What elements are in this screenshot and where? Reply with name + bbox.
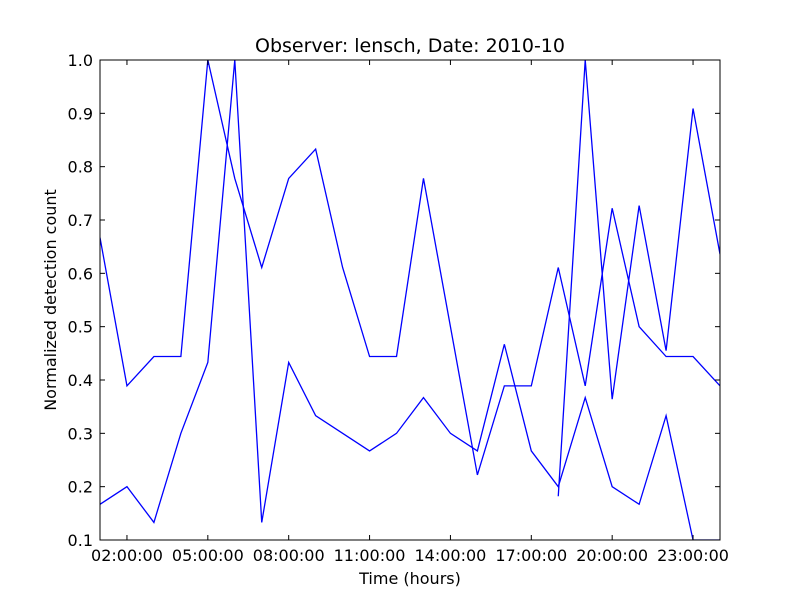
y-tick-label: 0.9: [68, 104, 93, 123]
x-tick-label: 08:00:00: [253, 546, 325, 565]
x-axis-title: Time (hours): [358, 569, 461, 588]
tick-layer: 02:00:00 05:00:00 08:00:00 11:00:00 14:00:00…: [68, 51, 729, 565]
plot-frame: [99, 59, 721, 541]
y-tick-label: 1.0: [68, 51, 93, 70]
y-tick-label: 0.5: [68, 318, 93, 337]
plot-area: [100, 60, 720, 540]
chart-title: Observer: lensch, Date: 2010-10: [255, 35, 565, 57]
series-line-2: [100, 60, 720, 540]
y-tick-label: 0.3: [68, 424, 93, 443]
x-tick-label: 11:00:00: [334, 546, 406, 565]
x-tick-label: 05:00:00: [172, 546, 244, 565]
y-tick-label: 0.6: [68, 264, 93, 283]
x-tick-label: 17:00:00: [495, 546, 567, 565]
y-tick-label: 0.1: [68, 531, 93, 550]
x-tick-label: 20:00:00: [576, 546, 648, 565]
y-tick-label: 0.7: [68, 211, 93, 230]
x-tick-label: 02:00:00: [91, 546, 163, 565]
series-layer: [100, 60, 720, 540]
series-line-1: [100, 60, 720, 476]
x-tick-label: 23:00:00: [657, 546, 729, 565]
y-axis-title: Normalized detection count: [41, 189, 60, 411]
y-tick-label: 0.2: [68, 478, 93, 497]
y-tick-label: 0.4: [68, 371, 93, 390]
x-tick-label: 14:00:00: [415, 546, 487, 565]
series-line-3: [557, 60, 720, 497]
y-tick-label: 0.8: [68, 158, 93, 177]
